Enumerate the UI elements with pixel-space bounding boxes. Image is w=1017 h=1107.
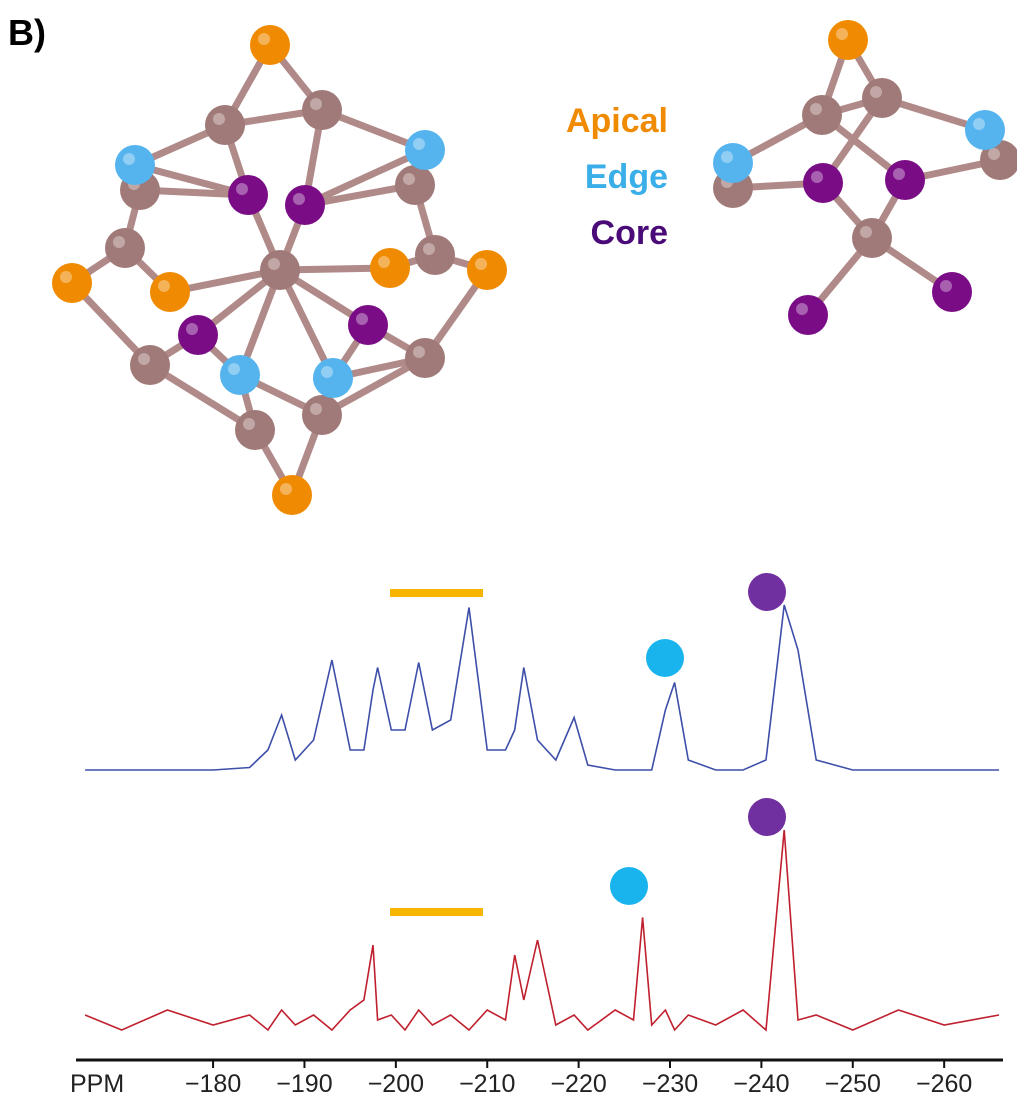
atom — [178, 315, 218, 355]
atom-highlight — [356, 313, 368, 325]
atom — [348, 305, 388, 345]
x-tick-label: −200 — [368, 1070, 424, 1098]
atom — [250, 25, 290, 65]
atom — [235, 410, 275, 450]
multiplet-bar — [390, 908, 483, 916]
atom — [130, 345, 170, 385]
legend: Apical Edge Core — [566, 102, 668, 252]
atom — [105, 228, 145, 268]
atom-highlight — [423, 243, 435, 255]
atom-highlight — [836, 28, 848, 40]
structure-label: Core — [591, 214, 668, 252]
atom-highlight — [940, 280, 952, 292]
atom-highlight — [280, 483, 292, 495]
atom-highlight — [860, 226, 872, 238]
multiplet-bar — [390, 589, 483, 597]
panel-label: B) — [8, 12, 46, 53]
core-marker — [748, 573, 786, 611]
atom — [220, 355, 260, 395]
x-tick-label: −190 — [276, 1070, 332, 1098]
atom — [415, 235, 455, 275]
atom-highlight — [973, 118, 985, 130]
atom — [52, 263, 92, 303]
atom-highlight — [413, 138, 425, 150]
atom-highlight — [138, 353, 150, 365]
atom-highlight — [810, 103, 822, 115]
x-tick-label: −240 — [733, 1070, 789, 1098]
atom — [932, 272, 972, 312]
atom — [713, 143, 753, 183]
atom-highlight — [721, 151, 733, 163]
atom — [802, 95, 842, 135]
figure: B) Apical Edge Core PPM −180 −190 −200 −210 −2… — [0, 0, 1017, 1107]
atom-highlight — [988, 148, 1000, 160]
atom — [405, 338, 445, 378]
atom-highlight — [870, 86, 882, 98]
atom-highlight — [811, 171, 823, 183]
atom-highlight — [310, 98, 322, 110]
x-tick-label: −210 — [459, 1070, 515, 1098]
atom-highlight — [321, 366, 333, 378]
atom — [965, 110, 1005, 150]
atom-highlight — [228, 363, 240, 375]
atom — [370, 248, 410, 288]
x-tick-label: −230 — [642, 1070, 698, 1098]
x-tick-label: −260 — [916, 1070, 972, 1098]
atom-highlight — [60, 271, 72, 283]
structure-label: Apical — [566, 102, 668, 140]
atom — [302, 90, 342, 130]
edge-marker — [646, 639, 684, 677]
edge-marker — [610, 867, 648, 905]
spectrum-line — [85, 605, 999, 770]
atom — [803, 163, 843, 203]
atom-highlight — [243, 418, 255, 430]
x-axis-label: PPM — [70, 1070, 124, 1098]
atom-highlight — [213, 113, 225, 125]
atom-highlight — [475, 258, 487, 270]
atom — [302, 395, 342, 435]
atom — [115, 145, 155, 185]
atom — [467, 250, 507, 290]
atom — [205, 105, 245, 145]
atom — [852, 218, 892, 258]
atom — [228, 175, 268, 215]
atom — [285, 185, 325, 225]
atom-highlight — [123, 153, 135, 165]
atom-highlight — [378, 256, 390, 268]
atom-highlight — [413, 346, 425, 358]
core-marker — [748, 798, 786, 836]
atom — [788, 295, 828, 335]
atom-highlight — [403, 173, 415, 185]
atom — [405, 130, 445, 170]
atom — [885, 160, 925, 200]
atom-highlight — [158, 280, 170, 292]
atom-highlight — [293, 193, 305, 205]
atom — [150, 272, 190, 312]
atom-highlight — [796, 303, 808, 315]
structure-label: Edge — [585, 158, 668, 196]
atom-highlight — [310, 403, 322, 415]
atom — [862, 78, 902, 118]
atom-highlight — [236, 183, 248, 195]
atom — [272, 475, 312, 515]
atom-highlight — [268, 258, 280, 270]
x-tick-label: −220 — [550, 1070, 606, 1098]
atom — [313, 358, 353, 398]
x-tick-label: −250 — [825, 1070, 881, 1098]
atom — [395, 165, 435, 205]
x-tick-label: −180 — [185, 1070, 241, 1098]
atom-highlight — [113, 236, 125, 248]
atom — [828, 20, 868, 60]
atom — [260, 250, 300, 290]
atom-highlight — [186, 323, 198, 335]
atom-highlight — [893, 168, 905, 180]
spectrum-line — [85, 830, 999, 1030]
molecules — [52, 20, 1017, 515]
atom-highlight — [258, 33, 270, 45]
